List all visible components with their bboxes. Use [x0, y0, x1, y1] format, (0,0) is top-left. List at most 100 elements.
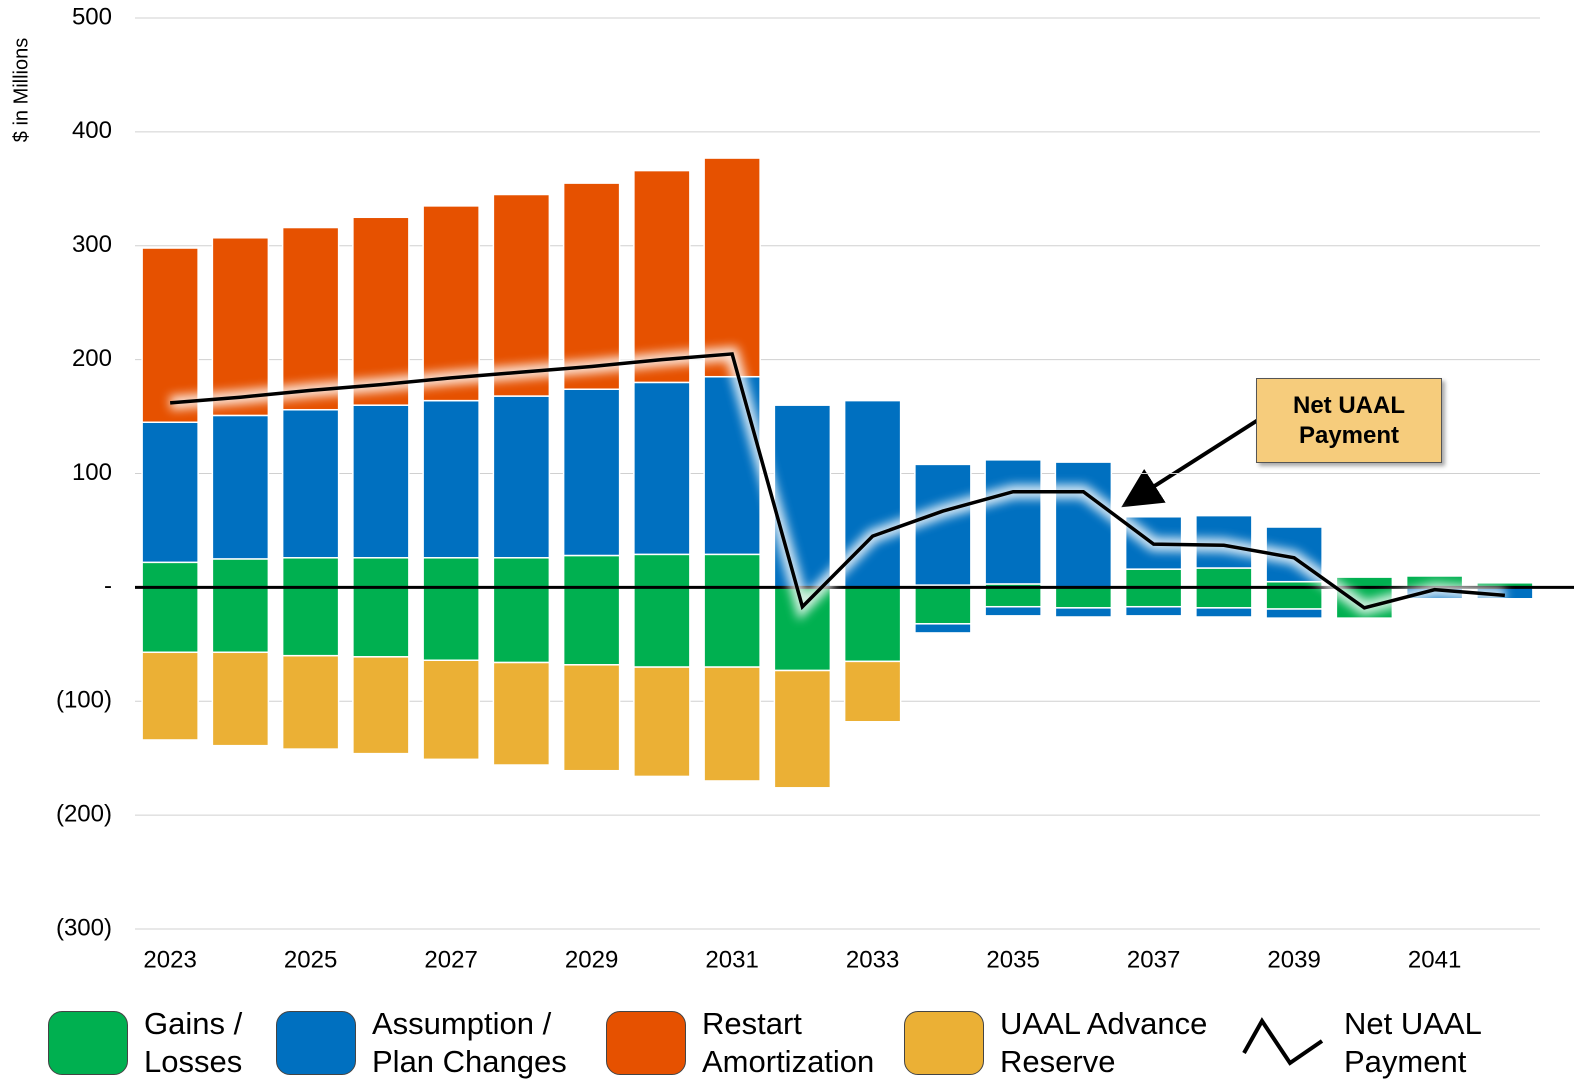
bar-segment [352, 557, 410, 589]
y-tick-label: 400 [72, 117, 112, 144]
y-tick-label: 100 [72, 459, 112, 486]
bar-segment [633, 586, 691, 668]
bar-segment [562, 664, 621, 772]
bar-segment [211, 651, 270, 747]
x-tick-label: 2027 [424, 946, 477, 973]
bar-segment [633, 666, 691, 778]
bar-segment [281, 586, 340, 657]
bar-segment [352, 216, 410, 406]
legend-swatch [48, 1011, 128, 1075]
legend-item: UAAL Advance Reserve [904, 1005, 1240, 1081]
legend-item: Gains / Losses [48, 1005, 254, 1081]
y-tick-label: 300 [72, 231, 112, 258]
x-tick-label: 2035 [986, 946, 1039, 973]
bar-segment [352, 586, 410, 658]
legend-swatch [606, 1011, 686, 1075]
bar-segment [914, 623, 972, 634]
legend-line [1242, 1017, 1324, 1066]
bar-segment [703, 157, 761, 378]
bar-segment [1054, 586, 1113, 609]
legend-item: Assumption / Plan Changes [276, 1005, 592, 1081]
legend-item: Net UAAL Payment [1240, 1005, 1504, 1081]
bar-segment [141, 561, 199, 589]
bar-segment [1195, 607, 1253, 618]
bar-segment [1054, 607, 1113, 618]
bar-segment [1195, 586, 1253, 609]
bar-segment [984, 605, 1042, 617]
bar-segment [633, 381, 691, 556]
legend-label: Restart Amortization [702, 1006, 875, 1079]
bar-segment [633, 169, 691, 384]
bar-segment [492, 661, 551, 766]
bar-segment [211, 237, 270, 417]
plot: $ in Millions (300) (200) (100) - 100 200 300 4… [10, 3, 1574, 973]
bar-segment [211, 586, 270, 654]
x-tick-label: 2039 [1267, 946, 1320, 973]
x-tick-label: 2025 [284, 946, 337, 973]
bar-segment [281, 557, 340, 589]
bar-segment [422, 586, 480, 662]
bar-segment [422, 205, 480, 402]
bar-segment [211, 414, 270, 560]
bar-segment [352, 404, 410, 559]
bar-segment [562, 586, 621, 666]
bar-segment [281, 654, 340, 750]
x-tick-label: 2037 [1127, 946, 1180, 973]
bar-segment [281, 408, 340, 559]
bar-segment [562, 182, 621, 390]
bar-segment [422, 557, 480, 589]
bar-segment [703, 553, 761, 589]
bar-segment [492, 193, 551, 397]
y-tick-label: - [104, 573, 112, 600]
bar-segment [1054, 461, 1113, 589]
legend-label: Gains / Losses [144, 1006, 243, 1079]
bar-segment [984, 586, 1042, 608]
bar-segment [141, 247, 199, 424]
x-tick-label: 2031 [705, 946, 758, 973]
y-tick-label: (200) [56, 800, 112, 827]
legend-swatch [276, 1011, 356, 1075]
y-tick-label: 500 [72, 3, 112, 30]
bar-segment [141, 586, 199, 654]
bar-segment [1195, 567, 1253, 589]
x-tick-label: 2041 [1408, 946, 1461, 973]
bar-segment [1265, 608, 1323, 619]
bar-segment [141, 651, 199, 741]
bar-segment [703, 666, 761, 782]
annotation: Net UAAL Payment [1256, 378, 1442, 463]
bar-segment [914, 586, 972, 625]
legend-line-path [1242, 1017, 1324, 1066]
bar-segment [843, 660, 902, 723]
bar-segment [492, 395, 551, 559]
bar-segment [1124, 605, 1183, 617]
bar-segment [773, 669, 832, 789]
legend-label: Net UAAL Payment [1344, 1006, 1481, 1079]
bar-segment [422, 659, 480, 761]
x-tick-label: 2029 [565, 946, 618, 973]
bars [141, 157, 1534, 789]
legend-item: Restart Amortization [606, 1005, 902, 1081]
bar-segment [1124, 568, 1183, 589]
bar-segment [422, 399, 480, 559]
y-tick-label: (100) [56, 687, 112, 714]
bar-segment [703, 586, 761, 668]
x-tick-label: 2023 [143, 946, 196, 973]
bar-segment [1265, 586, 1323, 610]
bar-segment [211, 558, 270, 589]
line [169, 352, 1506, 611]
bar-segment [633, 553, 691, 589]
bar-segment [562, 554, 621, 589]
legend-label: Assumption / Plan Changes [372, 1006, 567, 1079]
legend: Gains / Losses Assumption / Plan Changes R… [0, 1005, 1574, 1089]
bar-segment [1124, 586, 1183, 608]
bar-segment [984, 459, 1042, 585]
bar-segment [352, 656, 410, 755]
bar-segment [562, 388, 621, 557]
bar-segment [492, 557, 551, 589]
bar-segment [843, 586, 902, 663]
y-tick-label: 200 [72, 345, 112, 372]
bar-segment [492, 586, 551, 664]
grid [135, 17, 1540, 930]
annotation-arrow [1121, 418, 1260, 508]
